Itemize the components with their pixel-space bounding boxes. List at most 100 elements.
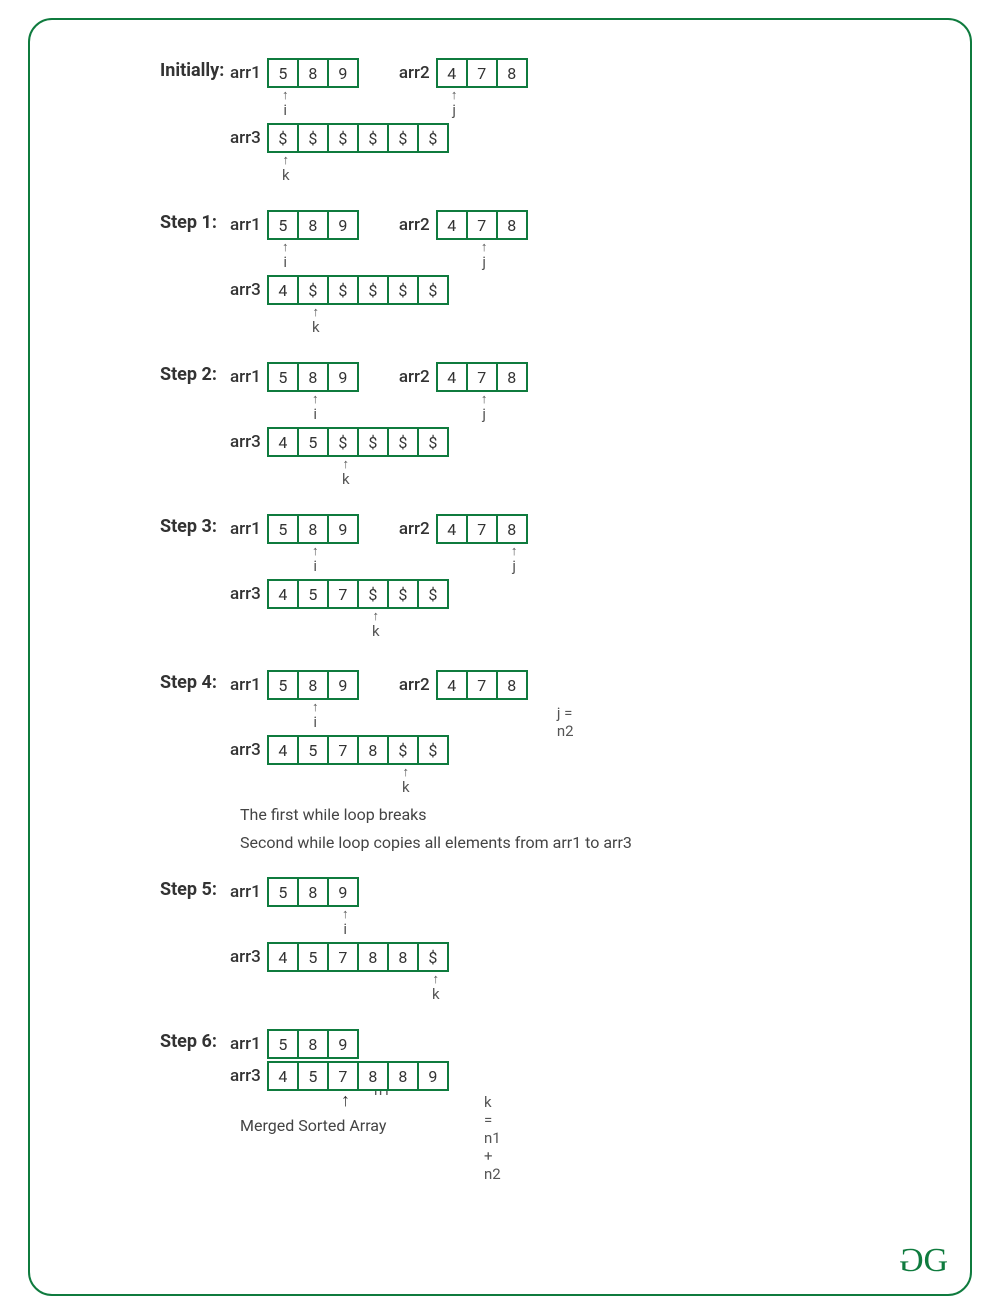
array-cell: $ — [417, 427, 449, 457]
array-cell: 4 — [267, 942, 299, 972]
array-cell: $ — [417, 735, 449, 765]
pointer: ↑i — [282, 241, 289, 270]
array-cell: 8 — [496, 514, 528, 544]
step-label: Step 2: — [30, 362, 180, 385]
diagram-frame: Initially:arr1589↑iarr2478↑jarr3$$$$$$↑k… — [28, 18, 972, 1296]
array-cell: 8 — [496, 362, 528, 392]
array-cell: 7 — [466, 514, 498, 544]
array-cells: 4578$$ — [267, 735, 449, 765]
array-line: arr1589↑iarr2478↑j — [230, 514, 970, 577]
pointer-label: i — [313, 559, 317, 574]
arrow-up-icon: ↑ — [341, 1092, 350, 1110]
step-content: arr1589↑iarr2478j = n2arr34578$$↑kThe fi… — [180, 670, 970, 855]
array-cells: 478 — [436, 210, 528, 240]
step-content: arr1589↑iarr345788$↑k — [180, 877, 970, 1007]
step: Step 5:arr1589↑iarr345788$↑k — [30, 877, 970, 1007]
array-cell: 5 — [297, 579, 329, 609]
array-cell: $ — [297, 275, 329, 305]
pointer: ↑k — [432, 973, 440, 1002]
step-note: The first while loop breaks — [240, 804, 660, 826]
array-cell: $ — [417, 275, 449, 305]
array-cell: 7 — [466, 58, 498, 88]
array-cell: $ — [417, 123, 449, 153]
pointer-label: i — [343, 922, 347, 937]
array-cell: 4 — [436, 362, 468, 392]
array-cell: 8 — [297, 362, 329, 392]
array-cells: 589 — [267, 514, 359, 544]
array-cell: $ — [297, 123, 329, 153]
array-row: arr2 478 — [399, 362, 528, 392]
array-cell: 7 — [466, 362, 498, 392]
side-note: k = n1 + n2 — [484, 1093, 501, 1183]
step-label: Step 3: — [30, 514, 180, 537]
array-line: arr1589↑iarr2478↑j — [230, 58, 970, 121]
array-cell: 5 — [267, 210, 299, 240]
array-label: arr2 — [399, 367, 430, 387]
step: Step 6:arr1589i = n1arr3457889↑k = n1 + … — [30, 1029, 970, 1135]
step-label: Step 5: — [30, 877, 180, 900]
array-label: arr1 — [230, 367, 261, 387]
array-line: arr3457889↑k = n1 + n2 — [230, 1061, 970, 1114]
step: Step 3:arr1589↑iarr2478↑jarr3457$$$↑k — [30, 514, 970, 644]
array-cell: 9 — [327, 210, 359, 240]
array-cell: 8 — [357, 1061, 389, 1091]
array-group: arr2478↑j — [399, 210, 528, 273]
array-cell: 8 — [387, 1061, 419, 1091]
array-cell: 8 — [297, 210, 329, 240]
array-cell: 8 — [387, 942, 419, 972]
array-line: arr34$$$$$↑k — [230, 275, 970, 338]
array-cell: 7 — [327, 1061, 359, 1091]
pointer-label: j — [512, 559, 516, 574]
array-cells: 589 — [267, 58, 359, 88]
pointer: ↑i — [312, 545, 319, 574]
merged-label: Merged Sorted Array — [240, 1116, 970, 1135]
array-group: arr3457$$$↑k — [230, 579, 449, 642]
array-line: arr1589↑i — [230, 877, 970, 940]
array-cell: $ — [387, 579, 419, 609]
array-cell: 4 — [436, 58, 468, 88]
array-line: arr345$$$$↑k — [230, 427, 970, 490]
array-cells: 478 — [436, 58, 528, 88]
array-cell: 9 — [327, 514, 359, 544]
array-line: arr3457$$$↑k — [230, 579, 970, 642]
step-label: Step 1: — [30, 210, 180, 233]
array-cell: 8 — [357, 735, 389, 765]
array-row: arr2478 — [399, 514, 528, 544]
pointer: ↑i — [342, 908, 349, 937]
array-cells: 589 — [267, 1029, 359, 1059]
array-cell: 8 — [357, 942, 389, 972]
steps-container: Initially:arr1589↑iarr2478↑jarr3$$$$$$↑k… — [30, 58, 970, 1157]
array-line: arr1589i = n1 — [230, 1029, 970, 1059]
array-cell: 4 — [267, 427, 299, 457]
array-row: arr3457$$$ — [230, 579, 449, 609]
array-cells: $$$$$$ — [267, 123, 449, 153]
array-cell: 8 — [297, 877, 329, 907]
array-cells: 589 — [267, 670, 359, 700]
array-row: arr2478 — [399, 58, 528, 88]
array-cell: 9 — [327, 58, 359, 88]
array-cell: 5 — [297, 1061, 329, 1091]
pointer-label: k — [342, 472, 350, 487]
array-cell: 7 — [466, 670, 498, 700]
pointer: ↑j — [481, 241, 488, 270]
array-group: arr3$$$$$$↑k — [230, 123, 449, 186]
array-cell: $ — [357, 275, 389, 305]
array-row: arr2478 — [399, 670, 528, 700]
array-cell: $ — [417, 942, 449, 972]
array-row: arr3$$$$$$ — [230, 123, 449, 153]
array-line: arr345788$↑k — [230, 942, 970, 1005]
array-cell: 8 — [496, 58, 528, 88]
array-group: arr34$$$$$↑k — [230, 275, 449, 338]
pointer: ↑k — [342, 458, 350, 487]
array-cell: 9 — [417, 1061, 449, 1091]
array-cell: 5 — [267, 362, 299, 392]
array-label: arr3 — [230, 432, 261, 452]
array-cell: $ — [327, 123, 359, 153]
array-cell: 7 — [466, 210, 498, 240]
array-row: arr1589 — [230, 670, 359, 700]
array-cells: 4$$$$$ — [267, 275, 449, 305]
array-cell: 8 — [297, 1029, 329, 1059]
array-cells: 457$$$ — [267, 579, 449, 609]
step-note: Second while loop copies all elements fr… — [240, 832, 660, 854]
array-label: arr1 — [230, 215, 261, 235]
